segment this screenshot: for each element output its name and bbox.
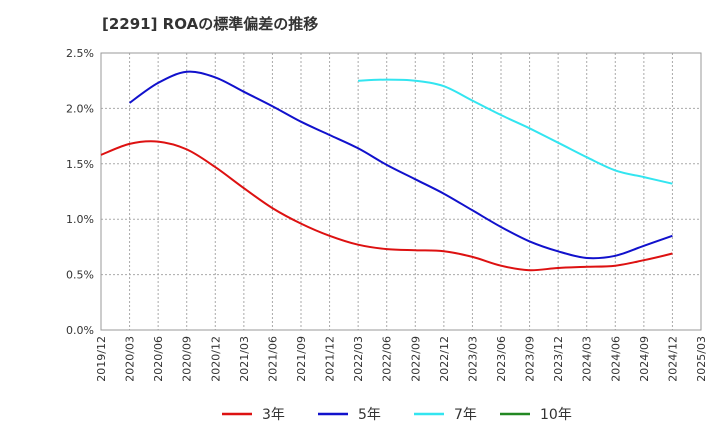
- x-tick-label: 2021/06: [266, 336, 279, 382]
- x-tick-label: 2023/03: [466, 336, 479, 382]
- x-tick-label: 2024/03: [581, 336, 594, 382]
- legend-label-10年: 10年: [540, 407, 572, 423]
- series-line-5年: [129, 70, 673, 260]
- x-tick-label: 2023/12: [552, 336, 565, 382]
- x-tick-label: 2022/09: [409, 336, 422, 382]
- series-line-3年: [100, 140, 673, 272]
- legend-label-5年: 5年: [358, 407, 381, 423]
- y-tick-label: 1.0%: [66, 213, 94, 226]
- x-tick-label: 2022/03: [352, 336, 365, 382]
- x-tick-label: 2023/09: [524, 336, 537, 382]
- y-tick-label: 0.5%: [66, 269, 94, 282]
- x-axis-tick-labels: 2019/12 2020/03 2020/06 2020/09 2020/12 2021/…: [95, 336, 708, 382]
- legend: 3年 5年 7年 10年: [222, 407, 572, 423]
- legend-label-7年: 7年: [454, 407, 477, 423]
- plot-area: [101, 53, 701, 330]
- x-tick-label: 2021/03: [238, 336, 251, 382]
- x-tick-label: 2021/09: [295, 336, 308, 382]
- series-lines: [100, 70, 673, 272]
- x-tick-label: 2020/12: [209, 336, 222, 382]
- y-tick-label: 1.5%: [66, 158, 94, 171]
- x-tick-label: 2020/09: [181, 336, 194, 382]
- series-line-7年: [358, 78, 673, 185]
- x-tick-label: 2022/06: [381, 336, 394, 382]
- y-tick-label: 2.0%: [66, 102, 94, 115]
- chart-title: [2291] ROAの標準偏差の推移: [102, 15, 319, 33]
- x-tick-label: 2020/06: [152, 336, 165, 382]
- x-tick-label: 2024/09: [638, 336, 651, 382]
- x-tick-label: 2024/12: [666, 336, 679, 382]
- x-tick-label: 2019/12: [95, 336, 108, 382]
- x-tick-label: 2022/12: [438, 336, 451, 382]
- x-tick-label: 2025/03: [695, 336, 708, 382]
- x-tick-label: 2020/03: [124, 336, 137, 382]
- y-axis-tick-labels: 0.0% 0.5% 1.0% 1.5% 2.0% 2.5%: [66, 47, 94, 337]
- x-tick-label: 2023/06: [495, 336, 508, 382]
- legend-label-3年: 3年: [262, 407, 285, 423]
- y-tick-label: 0.0%: [66, 324, 94, 337]
- plot-border: [100, 52, 702, 331]
- x-tick-label: 2024/06: [609, 336, 622, 382]
- x-tick-label: 2021/12: [324, 336, 337, 382]
- y-tick-label: 2.5%: [66, 47, 94, 60]
